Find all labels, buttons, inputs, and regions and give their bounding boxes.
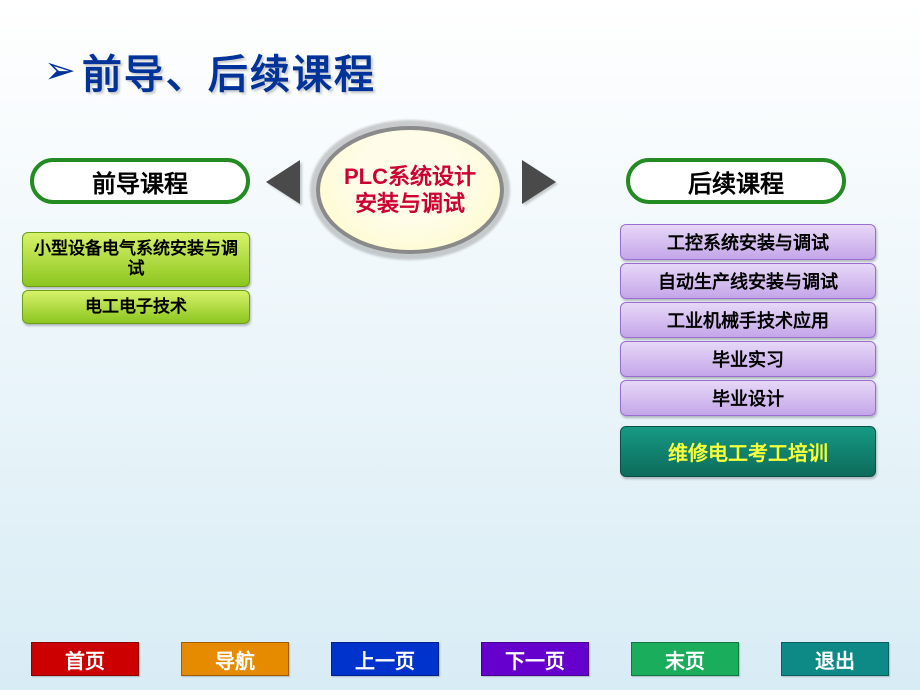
right-item: 自动生产线安装与调试 bbox=[620, 263, 876, 299]
nav-label: 下一页 bbox=[505, 645, 565, 674]
right-stack: 工控系统安装与调试 自动生产线安装与调试 工业机械手技术应用 毕业实习 毕业设计… bbox=[620, 224, 876, 480]
right-item-label: 工业机械手技术应用 bbox=[667, 311, 829, 331]
right-teal-item: 维修电工考工培训 bbox=[620, 426, 876, 477]
bullet-icon: ➢ bbox=[44, 52, 76, 90]
right-header-label: 后续课程 bbox=[688, 164, 784, 199]
page-title: ➢ 前导、后续课程 bbox=[44, 42, 376, 100]
nav-exit-button[interactable]: 退出 bbox=[781, 642, 889, 676]
right-item: 工控系统安装与调试 bbox=[620, 224, 876, 260]
arrow-right-icon bbox=[522, 160, 556, 204]
nav-label: 末页 bbox=[665, 645, 705, 674]
nav-guide-button[interactable]: 导航 bbox=[181, 642, 289, 676]
right-item-label: 工控系统安装与调试 bbox=[667, 233, 829, 253]
nav-label: 导航 bbox=[215, 645, 255, 674]
right-item-label: 自动生产线安装与调试 bbox=[658, 272, 838, 292]
title-text: 前导、后续课程 bbox=[82, 42, 376, 100]
arrow-left-icon bbox=[266, 160, 300, 204]
nav-last-button[interactable]: 末页 bbox=[631, 642, 739, 676]
bottom-nav: 首页 导航 上一页 下一页 末页 退出 bbox=[0, 642, 920, 676]
nav-label: 上一页 bbox=[355, 645, 415, 674]
nav-label: 首页 bbox=[65, 645, 105, 674]
right-teal-label: 维修电工考工培训 bbox=[668, 443, 828, 465]
nav-prev-button[interactable]: 上一页 bbox=[331, 642, 439, 676]
center-node: PLC系统设计安装与调试 bbox=[310, 120, 510, 260]
right-item: 毕业设计 bbox=[620, 380, 876, 416]
nav-next-button[interactable]: 下一页 bbox=[481, 642, 589, 676]
left-item: 电工电子技术 bbox=[22, 290, 250, 324]
left-item-label: 电工电子技术 bbox=[85, 297, 187, 316]
center-ellipse: PLC系统设计安装与调试 bbox=[316, 126, 504, 254]
left-item-label: 小型设备电气系统安装与调试 bbox=[34, 239, 238, 278]
right-item: 毕业实习 bbox=[620, 341, 876, 377]
right-header: 后续课程 bbox=[626, 158, 846, 204]
right-item-label: 毕业设计 bbox=[712, 389, 784, 409]
left-header: 前导课程 bbox=[30, 158, 250, 204]
left-item: 小型设备电气系统安装与调试 bbox=[22, 232, 250, 287]
right-item-label: 毕业实习 bbox=[712, 350, 784, 370]
left-header-label: 前导课程 bbox=[92, 164, 188, 199]
nav-home-button[interactable]: 首页 bbox=[31, 642, 139, 676]
right-item: 工业机械手技术应用 bbox=[620, 302, 876, 338]
nav-label: 退出 bbox=[815, 645, 855, 674]
left-stack: 小型设备电气系统安装与调试 电工电子技术 bbox=[22, 232, 250, 327]
center-label: PLC系统设计安装与调试 bbox=[338, 163, 482, 218]
